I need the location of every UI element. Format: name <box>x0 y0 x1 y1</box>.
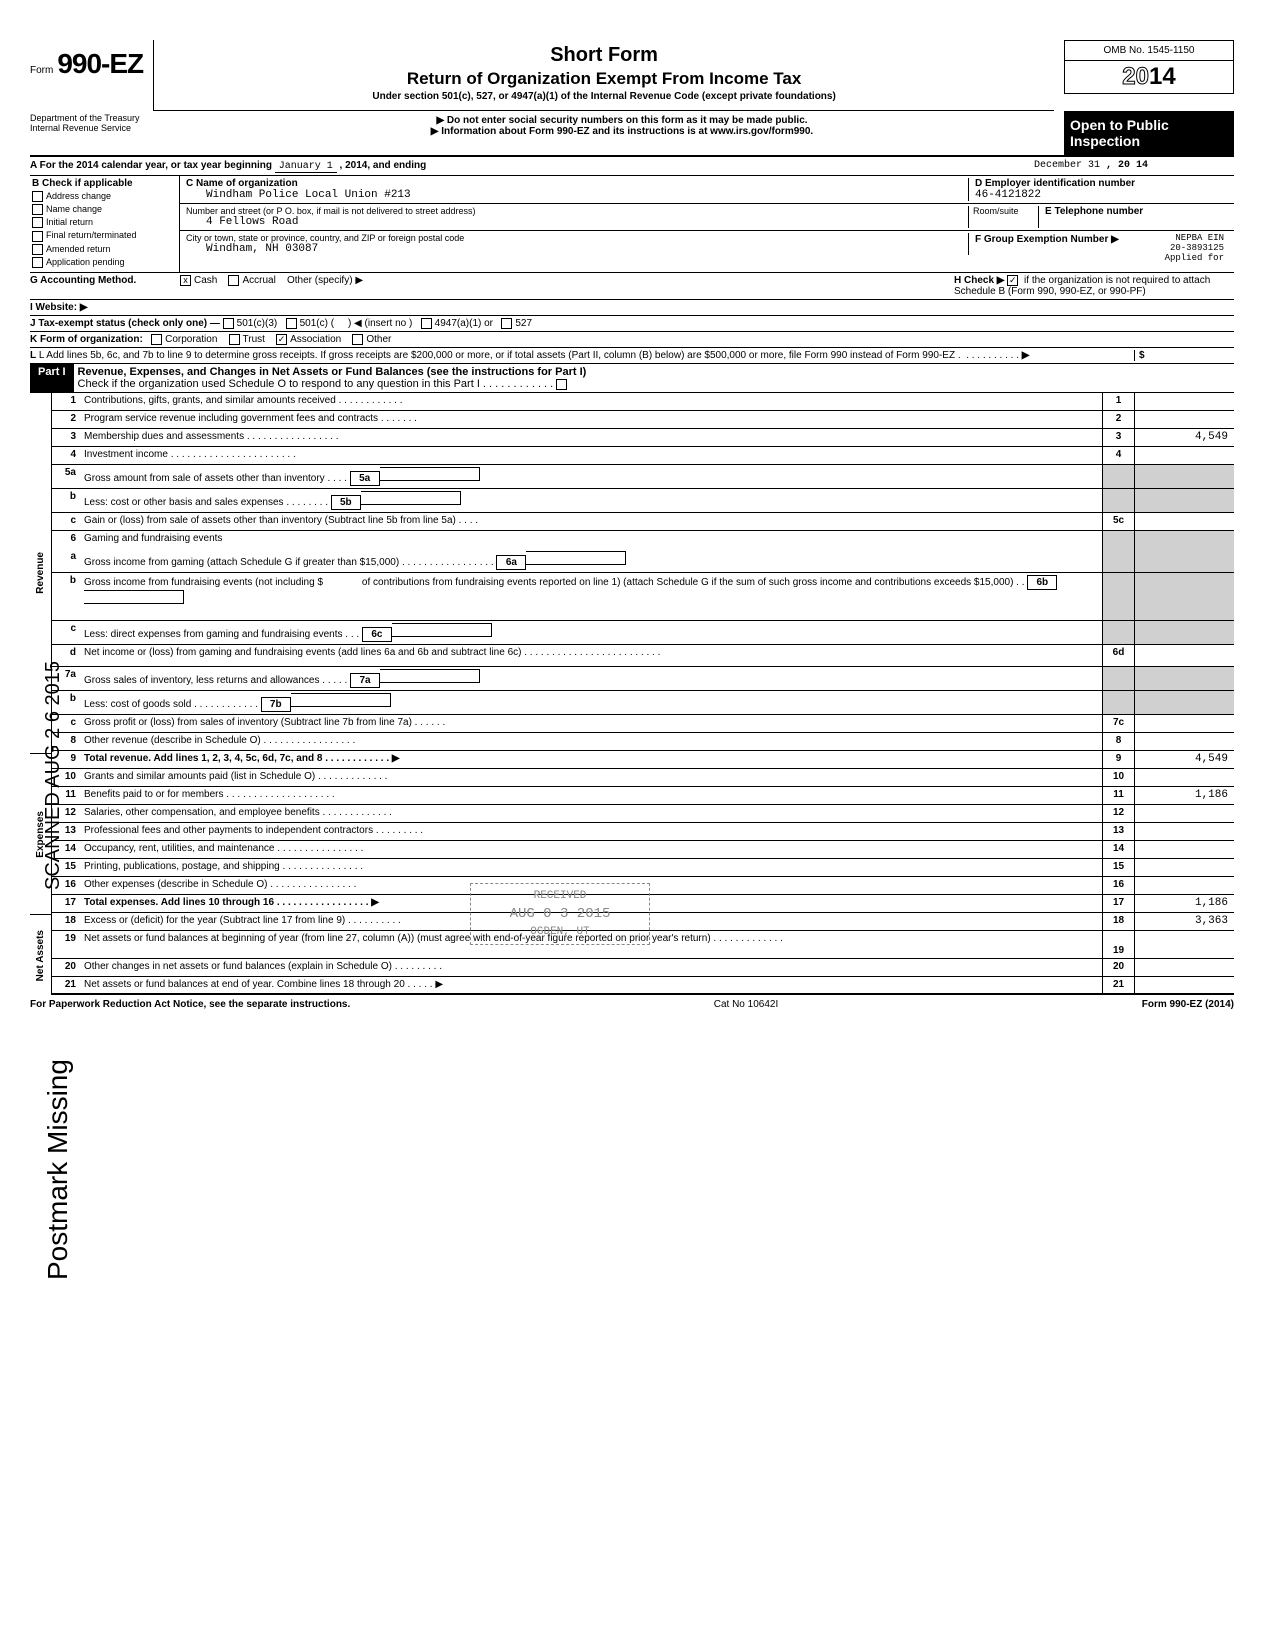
line-8: 8 Other revenue (describe in Schedule O)… <box>52 733 1234 751</box>
line-6d: d Net income or (loss) from gaming and f… <box>52 645 1234 667</box>
line-1: 1 Contributions, gifts, grants, and simi… <box>52 393 1234 411</box>
row-j: J Tax-exempt status (check only one) — 5… <box>30 316 1234 332</box>
line-6c: c Less: direct expenses from gaming and … <box>52 621 1234 645</box>
part-i-badge: Part I <box>30 364 74 392</box>
revenue-label: Revenue <box>33 548 48 598</box>
group-exemption-label: F Group Exemption Number ▶ <box>975 234 1119 245</box>
check-501c3[interactable] <box>223 318 234 329</box>
check-trust[interactable] <box>229 334 240 345</box>
street-label: Number and street (or P O. box, if mail … <box>186 206 968 216</box>
accounting-method-label: G Accounting Method. <box>30 275 180 297</box>
check-schedule-b[interactable]: ✓ <box>1007 275 1018 286</box>
netassets-label: Net Assets <box>33 926 48 985</box>
tax-year: 2014 <box>1064 61 1234 94</box>
check-association[interactable]: ✓ <box>276 334 287 345</box>
row-h: H Check ▶ ✓ if the organization is not r… <box>954 275 1234 297</box>
check-final-return[interactable]: Final return/terminated <box>32 230 177 241</box>
room-label: Room/suite <box>968 206 1038 228</box>
line-14: 14 Occupancy, rent, utilities, and maint… <box>52 841 1234 859</box>
check-address-change[interactable]: Address change <box>32 191 177 202</box>
org-name: Windham Police Local Union #213 <box>186 189 968 201</box>
line-5b: b Less: cost or other basis and sales ex… <box>52 489 1234 513</box>
city-value: Windham, NH 03087 <box>186 243 968 255</box>
col-b-checkboxes: B Check if applicable Address change Nam… <box>30 176 180 272</box>
applied-for: Applied for <box>1165 253 1224 263</box>
line-21: 21 Net assets or fund balances at end of… <box>52 977 1234 995</box>
phone-label: E Telephone number <box>1045 206 1228 217</box>
omb-number: OMB No. 1545-1150 <box>1064 40 1234 61</box>
received-stamp: RECEIVED AUG 0 3 2015 OGDEN, UT <box>470 883 650 945</box>
line-11: 11 Benefits paid to or for members . . .… <box>52 787 1234 805</box>
instructions-block: ▶ Do not enter social security numbers o… <box>190 111 1054 155</box>
dept-label: Department of the Treasury Internal Reve… <box>30 111 180 155</box>
line-7a: 7a Gross sales of inventory, less return… <box>52 667 1234 691</box>
line-4: 4 Investment income . . . . . . . . . . … <box>52 447 1234 465</box>
form-under: Under section 501(c), 527, or 4947(a)(1)… <box>162 91 1046 102</box>
part-i-title: Revenue, Expenses, and Changes in Net As… <box>74 364 1234 392</box>
check-cash[interactable]: x <box>180 275 191 286</box>
line-6b: b Gross income from fundraising events (… <box>52 573 1234 621</box>
website-label: I Website: ▶ <box>30 302 88 313</box>
nepba-ein-value: 20-3893125 <box>1165 243 1224 253</box>
form-number-badge: Form 990-EZ <box>30 40 143 80</box>
line-6: 6 Gaming and fundraising events <box>52 531 1234 549</box>
line-3: 3 Membership dues and assessments . . . … <box>52 429 1234 447</box>
form-title: Short Form <box>162 44 1046 67</box>
check-application-pending[interactable]: Application pending <box>32 257 177 268</box>
line-15: 15 Printing, publications, postage, and … <box>52 859 1234 877</box>
check-schedule-o[interactable] <box>556 379 567 390</box>
check-501c[interactable] <box>286 318 297 329</box>
line-20: 20 Other changes in net assets or fund b… <box>52 959 1234 977</box>
nepba-ein-label: NEPBA EIN <box>1165 233 1224 243</box>
postmark-stamp: Postmark Missing <box>42 1059 74 1280</box>
check-amended-return[interactable]: Amended return <box>32 244 177 255</box>
line-7c: c Gross profit or (loss) from sales of i… <box>52 715 1234 733</box>
check-corporation[interactable] <box>151 334 162 345</box>
check-initial-return[interactable]: Initial return <box>32 217 177 228</box>
line-10: 10 Grants and similar amounts paid (list… <box>52 769 1234 787</box>
check-other-org[interactable] <box>352 334 363 345</box>
check-527[interactable] <box>501 318 512 329</box>
line-9: 9 Total revenue. Add lines 1, 2, 3, 4, 5… <box>52 751 1234 769</box>
line-7b: b Less: cost of goods sold . . . . . . .… <box>52 691 1234 715</box>
page-footer: For Paperwork Reduction Act Notice, see … <box>30 995 1234 1010</box>
row-l: L L Add lines 5b, 6c, and 7b to line 9 t… <box>30 348 1234 364</box>
city-label: City or town, state or province, country… <box>186 233 968 243</box>
check-accrual[interactable] <box>228 275 239 286</box>
ein-value: 46-4121822 <box>975 189 1228 201</box>
line-13: 13 Professional fees and other payments … <box>52 823 1234 841</box>
row-k: K Form of organization: Corporation Trus… <box>30 332 1234 348</box>
line-5c: c Gain or (loss) from sale of assets oth… <box>52 513 1234 531</box>
ein-label: D Employer identification number <box>975 178 1228 189</box>
title-block: Short Form Return of Organization Exempt… <box>153 40 1054 111</box>
check-4947[interactable] <box>421 318 432 329</box>
form-subtitle: Return of Organization Exempt From Incom… <box>162 69 1046 89</box>
line-6a: a Gross income from gaming (attach Sched… <box>52 549 1234 573</box>
line-5a: 5a Gross amount from sale of assets othe… <box>52 465 1234 489</box>
check-name-change[interactable]: Name change <box>32 204 177 215</box>
line-2: 2 Program service revenue including gove… <box>52 411 1234 429</box>
row-a: A For the 2014 calendar year, or tax yea… <box>30 157 1234 176</box>
line-12: 12 Salaries, other compensation, and emp… <box>52 805 1234 823</box>
expenses-label: Expenses <box>33 807 48 862</box>
name-label: C Name of organization <box>186 178 968 189</box>
street-value: 4 Fellows Road <box>186 216 968 228</box>
open-public-badge: Open to Public Inspection <box>1064 111 1234 155</box>
